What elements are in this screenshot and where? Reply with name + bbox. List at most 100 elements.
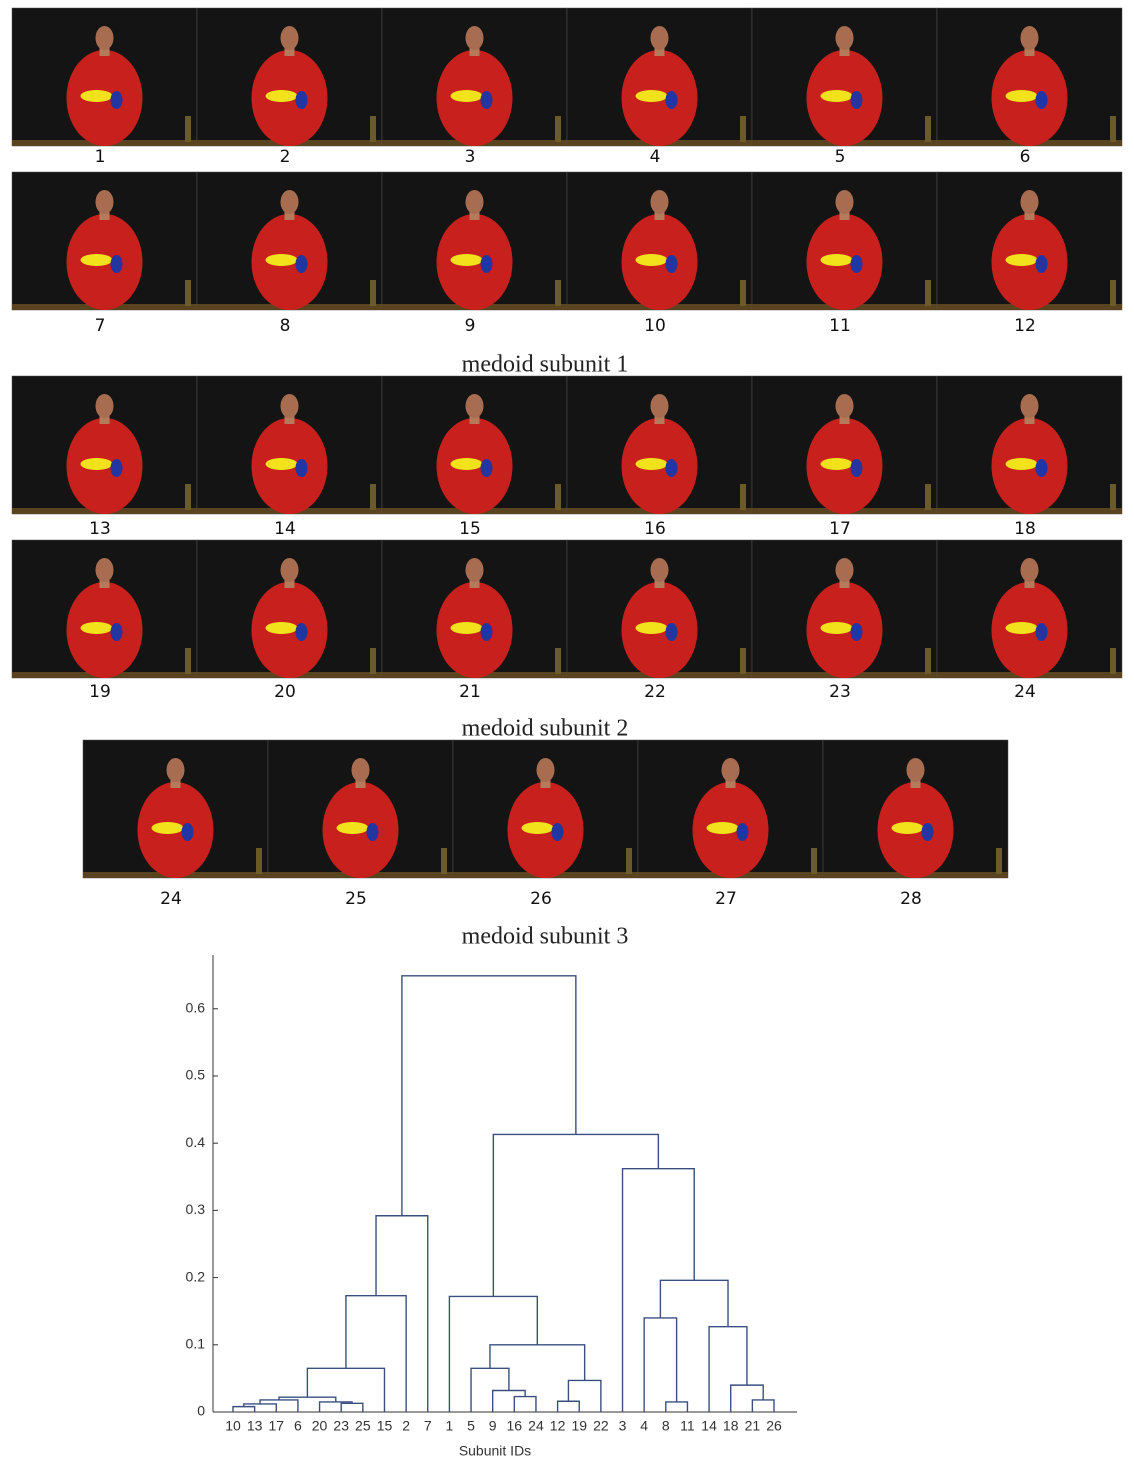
video-frame — [752, 8, 937, 146]
frame-label: 21 — [459, 682, 481, 702]
head — [537, 758, 555, 782]
video-frame — [12, 8, 197, 146]
frame-label: 23 — [829, 682, 851, 702]
left-hand — [1036, 459, 1048, 477]
head — [281, 394, 299, 418]
frame-label: 6 — [1020, 147, 1031, 167]
right-hand — [451, 458, 483, 470]
right-hand — [1006, 90, 1038, 102]
right-hand — [451, 254, 483, 266]
frame-label: 25 — [345, 889, 367, 909]
head — [281, 26, 299, 50]
dendrogram-link — [244, 1404, 276, 1412]
prop — [555, 648, 561, 674]
head — [651, 394, 669, 418]
left-hand — [1036, 623, 1048, 641]
head — [466, 394, 484, 418]
right-hand — [81, 90, 113, 102]
right-hand — [821, 254, 853, 266]
video-frame — [937, 376, 1122, 514]
left-hand — [481, 459, 493, 477]
video-frame — [567, 376, 752, 514]
left-hand — [851, 459, 863, 477]
prop — [185, 484, 191, 510]
frame-label: 26 — [530, 889, 552, 909]
prop — [185, 648, 191, 674]
left-hand — [481, 91, 493, 109]
frame-label: 5 — [835, 147, 846, 167]
right-hand — [1006, 458, 1038, 470]
right-hand — [451, 90, 483, 102]
head — [836, 26, 854, 50]
caption: medoid subunit 3 — [462, 924, 629, 950]
leaf-label: 10 — [225, 1418, 241, 1434]
left-hand — [851, 91, 863, 109]
dendrogram-link — [490, 1345, 585, 1381]
prop — [925, 280, 931, 306]
right-hand — [1006, 622, 1038, 634]
head — [96, 26, 114, 50]
right-hand — [636, 254, 668, 266]
video-frame — [197, 540, 382, 678]
leaf-label: 24 — [528, 1418, 544, 1434]
frame-label: 13 — [89, 519, 111, 539]
right-hand — [451, 622, 483, 634]
right-hand — [707, 822, 739, 834]
dendrogram-link — [402, 976, 576, 1216]
video-frame — [567, 8, 752, 146]
left-hand — [296, 459, 308, 477]
caption: medoid subunit 1 — [462, 352, 629, 378]
prop — [626, 848, 632, 874]
right-hand — [81, 458, 113, 470]
leaf-label: 19 — [571, 1418, 587, 1434]
dendrogram-link — [493, 1390, 525, 1412]
video-frame — [12, 172, 197, 310]
frame-label: 27 — [715, 889, 737, 909]
video-frame — [638, 740, 823, 878]
video-frame — [752, 376, 937, 514]
head — [1021, 394, 1039, 418]
video-frame — [382, 8, 567, 146]
prop — [996, 848, 1002, 874]
video-frame — [382, 376, 567, 514]
prop — [1110, 484, 1116, 510]
prop — [811, 848, 817, 874]
head — [651, 558, 669, 582]
left-hand — [666, 255, 678, 273]
dendrogram-link — [660, 1280, 728, 1326]
left-hand — [296, 623, 308, 641]
right-hand — [266, 254, 298, 266]
left-hand — [851, 623, 863, 641]
prop — [740, 280, 746, 306]
left-hand — [296, 255, 308, 273]
leaf-label: 26 — [766, 1418, 782, 1434]
prop — [555, 280, 561, 306]
dendrogram-link — [644, 1318, 676, 1412]
head — [836, 394, 854, 418]
prop — [1110, 280, 1116, 306]
leaf-label: 14 — [701, 1418, 717, 1434]
head — [281, 190, 299, 214]
prop — [740, 116, 746, 142]
right-hand — [1006, 254, 1038, 266]
prop — [740, 484, 746, 510]
prop — [925, 484, 931, 510]
frame-label: 11 — [829, 316, 851, 336]
dendrogram-link — [731, 1385, 763, 1412]
y-tick-label: 0.3 — [186, 1201, 206, 1217]
left-hand — [851, 255, 863, 273]
caption: medoid subunit 2 — [462, 716, 629, 742]
dendrogram-link — [709, 1327, 747, 1412]
left-hand — [296, 91, 308, 109]
dendrogram-link — [260, 1400, 298, 1412]
frame-label: 28 — [900, 889, 922, 909]
video-frame — [453, 740, 638, 878]
prop — [925, 648, 931, 674]
left-hand — [481, 623, 493, 641]
left-hand — [666, 91, 678, 109]
left-hand — [111, 459, 123, 477]
right-hand — [266, 622, 298, 634]
page: 123456789101112medoid subunit 1131415161… — [0, 0, 1134, 1462]
left-hand — [111, 255, 123, 273]
prop — [185, 280, 191, 306]
